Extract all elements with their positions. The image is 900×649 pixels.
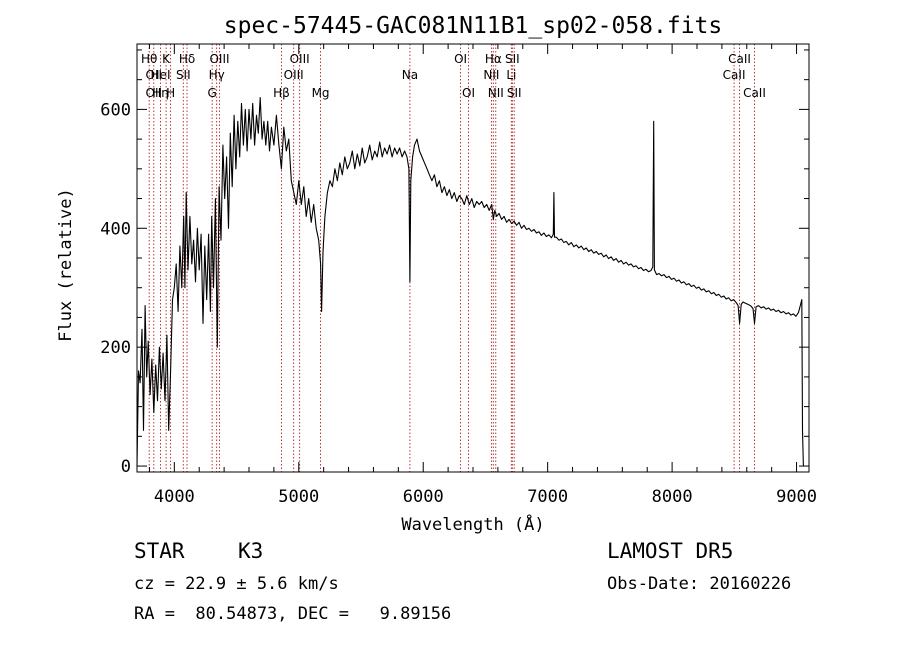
line-label: SII [176, 68, 191, 82]
line-label: OII [146, 68, 163, 82]
line-label: OI [462, 86, 475, 100]
line-label: Li [506, 68, 516, 82]
line-label: OIII [284, 68, 304, 82]
line-label: HeI [151, 68, 171, 82]
line-label: NII [483, 68, 499, 82]
line-label: Hη [152, 86, 169, 100]
survey-release: LAMOST DR5 [607, 539, 734, 563]
x-tick-label: 9000 [776, 487, 817, 507]
redshift-value: cz = 22.9 ± 5.6 km/s [134, 574, 339, 594]
axis-ticks: 4000 5000 6000 7000 8000 9000 0 200 400 600 [100, 44, 817, 507]
x-tick-label: 6000 [403, 487, 444, 507]
plot-frame [136, 43, 810, 473]
y-axis-label: Flux (relative) [56, 188, 76, 342]
line-label: OII [146, 86, 163, 100]
x-tick-label: 5000 [278, 487, 319, 507]
line-label: Hβ [273, 86, 290, 100]
line-label: SII [507, 86, 522, 100]
line-label: CaII [728, 52, 751, 66]
line-label: Hα [485, 52, 502, 66]
spectral-line-markers [148, 44, 755, 472]
spectral-subclass: K3 [238, 539, 264, 563]
y-tick-label: 0 [121, 457, 131, 477]
chart-title: spec-57445-GAC081N11B1_sp02-058.fits [224, 13, 723, 39]
observation-date: Obs-Date: 20160226 [607, 574, 792, 594]
line-label: CaII [743, 86, 766, 100]
line-label: Hδ [179, 52, 195, 66]
y-tick-label: 400 [100, 219, 131, 239]
line-label: Hθ [141, 52, 157, 66]
line-label: OIII [209, 52, 229, 66]
line-label: G [208, 86, 217, 100]
line-label: OIII [290, 52, 310, 66]
y-tick-label: 600 [100, 100, 131, 120]
line-label: Mg [312, 86, 330, 100]
line-label: NII [488, 86, 504, 100]
x-tick-label: 4000 [154, 487, 195, 507]
line-label: CaII [723, 68, 746, 82]
spectral-line-labels: HθOIIOIIHeIHηKHSIIHδGHγOIIIHβOIIIOIIIMgN… [141, 52, 766, 100]
x-tick-label: 7000 [527, 487, 568, 507]
line-label: H [166, 86, 175, 100]
line-label: OI [454, 52, 467, 66]
y-tick-label: 200 [100, 338, 131, 358]
line-label: Hγ [209, 68, 225, 82]
spectrum-line [136, 96, 804, 467]
line-label: Na [402, 68, 418, 82]
sky-coordinates: RA = 80.54873, DEC = 9.89156 [134, 604, 452, 624]
x-tick-label: 8000 [652, 487, 693, 507]
x-axis-label: Wavelength (Å) [401, 513, 544, 535]
line-label: SII [505, 52, 520, 66]
object-class: STAR [134, 539, 185, 563]
line-label: K [162, 52, 171, 66]
